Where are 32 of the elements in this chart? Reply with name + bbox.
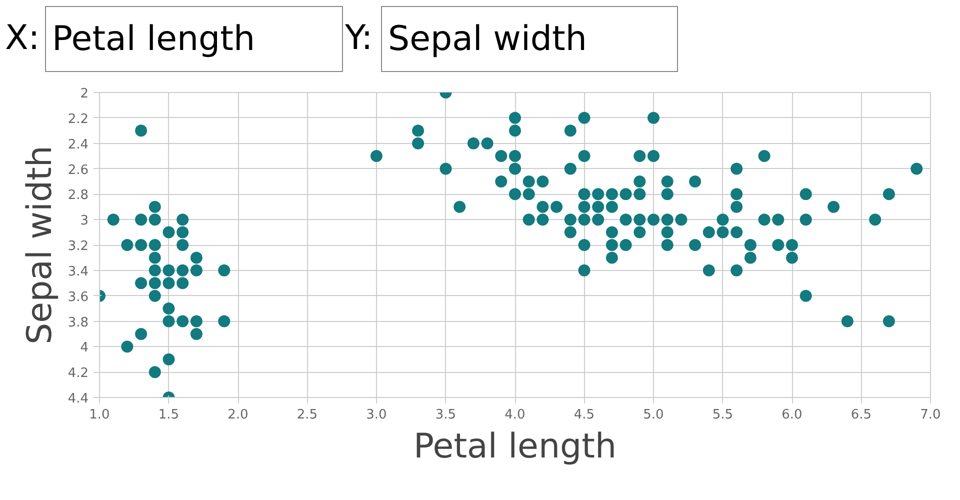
- y-tick-label: 2.4: [68, 137, 89, 152]
- y-tick-label: 3.6: [68, 290, 89, 305]
- y-tick-label: 2.2: [68, 112, 89, 127]
- text: Y:: [345, 17, 373, 60]
- x-tick-label: 6.5: [850, 408, 872, 422]
- text: X:: [5, 17, 40, 60]
- y-tick-label: 3.4: [68, 264, 89, 280]
- x-tick-label: 4.5: [574, 408, 595, 422]
- y-axis-title: Sepal width: [20, 146, 60, 344]
- x-tick-label: 1.0: [89, 408, 110, 422]
- y-tick-label: 3: [80, 214, 89, 229]
- x-tick-label: 2.5: [296, 408, 318, 422]
- text: Sepal width: [381, 6, 678, 72]
- y-tick-label: 3.2: [68, 239, 89, 254]
- x-axis-title: Petal length: [414, 426, 617, 466]
- y-tick-label: 4.2: [68, 366, 89, 382]
- y-tick-label: 2.6: [68, 162, 89, 178]
- y-tick-label: 4: [80, 340, 89, 356]
- y-tick-label: 2: [80, 86, 89, 102]
- y-tick-label: 3.8: [68, 315, 89, 330]
- text: Petal length: [45, 6, 343, 72]
- x-tick-label: 5.5: [712, 408, 734, 422]
- y-tick-label: 2.8: [68, 188, 89, 204]
- y-tick-label: 4.4: [68, 392, 89, 406]
- x-tick-label: 2.0: [228, 408, 248, 422]
- x-tick-label: 4.0: [504, 408, 526, 422]
- x-tick-label: 3.0: [366, 408, 387, 422]
- x-tick-label: 7.0: [920, 408, 941, 422]
- x-tick-label: 5.0: [643, 408, 664, 422]
- x-tick-label: 3.5: [435, 408, 456, 422]
- x-tick-label: 1.5: [158, 408, 180, 422]
- x-tick-label: 6.0: [782, 408, 802, 422]
